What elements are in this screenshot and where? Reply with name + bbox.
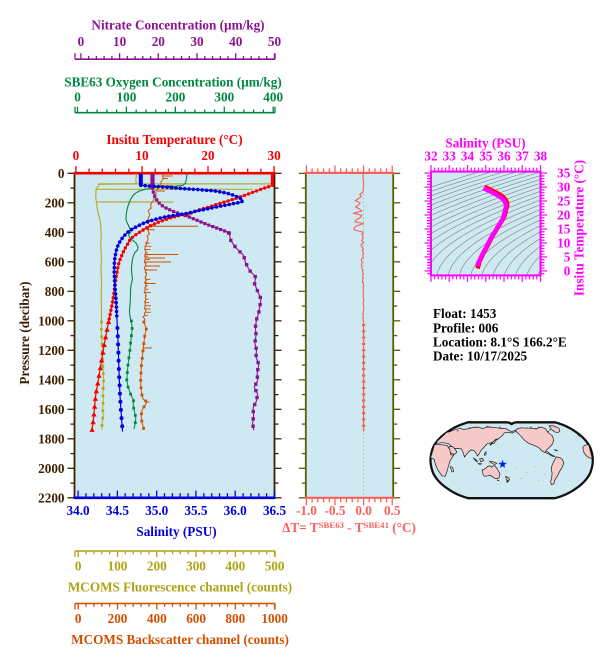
svg-text:500: 500	[265, 559, 285, 574]
svg-text:Date: 10/17/2025: Date: 10/17/2025	[433, 349, 528, 364]
svg-text:1400: 1400	[38, 372, 65, 387]
svg-text:34.0: 34.0	[67, 503, 90, 518]
svg-text:35: 35	[479, 149, 493, 164]
svg-text:0: 0	[564, 263, 571, 278]
svg-text:25: 25	[557, 194, 571, 209]
svg-text:400: 400	[263, 90, 283, 105]
svg-text:30: 30	[190, 34, 204, 49]
svg-text:600: 600	[186, 611, 206, 626]
svg-text:-0.5: -0.5	[325, 503, 346, 518]
svg-text:0: 0	[74, 90, 81, 105]
svg-text:35.0: 35.0	[145, 503, 168, 518]
svg-text:200: 200	[147, 559, 167, 574]
svg-text:Float: 1453: Float: 1453	[433, 306, 497, 321]
svg-text:30: 30	[557, 180, 571, 195]
svg-text:2000: 2000	[38, 461, 65, 476]
svg-text:34: 34	[461, 149, 475, 164]
svg-text:36.0: 36.0	[224, 503, 247, 518]
svg-text:Salinity (PSU): Salinity (PSU)	[136, 524, 216, 539]
svg-text:36.5: 36.5	[263, 503, 286, 518]
svg-text:300: 300	[214, 90, 234, 105]
svg-text:1800: 1800	[38, 431, 65, 446]
svg-text:ΔT= TSBE63 - TSBE41 (°C): ΔT= TSBE63 - TSBE41 (°C)	[282, 520, 416, 535]
svg-text:200: 200	[166, 90, 186, 105]
svg-text:50: 50	[268, 34, 282, 49]
svg-text:20: 20	[557, 208, 571, 223]
svg-text:1200: 1200	[38, 343, 65, 358]
svg-text:36: 36	[497, 149, 511, 164]
svg-text:35: 35	[557, 166, 571, 181]
svg-text:1000: 1000	[261, 611, 288, 626]
svg-text:0: 0	[78, 34, 85, 49]
svg-text:Nitrate Concentration (µm/kg): Nitrate Concentration (µm/kg)	[91, 18, 264, 33]
svg-text:15: 15	[557, 222, 571, 237]
svg-text:30: 30	[268, 148, 282, 163]
svg-text:Salinity (PSU): Salinity (PSU)	[445, 136, 525, 151]
svg-text:Insitu Temperature (°C): Insitu Temperature (°C)	[571, 160, 586, 296]
svg-text:10: 10	[557, 236, 571, 251]
svg-text:400: 400	[147, 611, 167, 626]
svg-text:0: 0	[75, 611, 82, 626]
svg-text:2200: 2200	[38, 490, 65, 505]
svg-text:1600: 1600	[38, 402, 65, 417]
svg-text:0.5: 0.5	[384, 503, 401, 518]
svg-text:20: 20	[152, 34, 166, 49]
svg-text:38: 38	[534, 149, 548, 164]
svg-text:0.0: 0.0	[355, 503, 372, 518]
svg-text:10: 10	[113, 34, 127, 49]
svg-text:20: 20	[201, 148, 215, 163]
svg-text:34.5: 34.5	[106, 503, 129, 518]
svg-text:600: 600	[45, 254, 65, 269]
svg-text:100: 100	[117, 90, 137, 105]
svg-text:800: 800	[225, 611, 245, 626]
svg-text:MCOMS Backscatter channel (cou: MCOMS Backscatter channel (counts)	[71, 632, 289, 647]
svg-text:200: 200	[45, 195, 65, 210]
svg-text:800: 800	[45, 284, 65, 299]
svg-text:10: 10	[135, 148, 149, 163]
svg-text:Pressure (decibar): Pressure (decibar)	[17, 281, 32, 384]
svg-text:0: 0	[58, 166, 65, 181]
svg-text:35.5: 35.5	[184, 503, 207, 518]
svg-text:40: 40	[229, 34, 243, 49]
svg-text:100: 100	[108, 559, 128, 574]
svg-text:300: 300	[186, 559, 206, 574]
svg-text:37: 37	[516, 149, 530, 164]
svg-text:Insitu Temperature (°C): Insitu Temperature (°C)	[106, 132, 242, 147]
svg-text:0: 0	[73, 148, 80, 163]
svg-text:400: 400	[225, 559, 245, 574]
svg-text:33: 33	[443, 149, 457, 164]
svg-text:5: 5	[564, 249, 571, 264]
svg-text:400: 400	[45, 225, 65, 240]
svg-text:1000: 1000	[38, 313, 65, 328]
svg-text:Location: 8.1°S 166.2°E: Location: 8.1°S 166.2°E	[433, 335, 567, 350]
svg-text:200: 200	[108, 611, 128, 626]
svg-text:-1.0: -1.0	[296, 503, 317, 518]
svg-text:MCOMS Fluorescence channel (co: MCOMS Fluorescence channel (counts)	[68, 580, 292, 595]
svg-text:32: 32	[424, 149, 438, 164]
svg-text:SBE63 Oxygen Concentration (µm: SBE63 Oxygen Concentration (µm/kg)	[64, 75, 282, 90]
svg-text:0: 0	[75, 559, 82, 574]
svg-text:Profile: 006: Profile: 006	[433, 321, 499, 336]
